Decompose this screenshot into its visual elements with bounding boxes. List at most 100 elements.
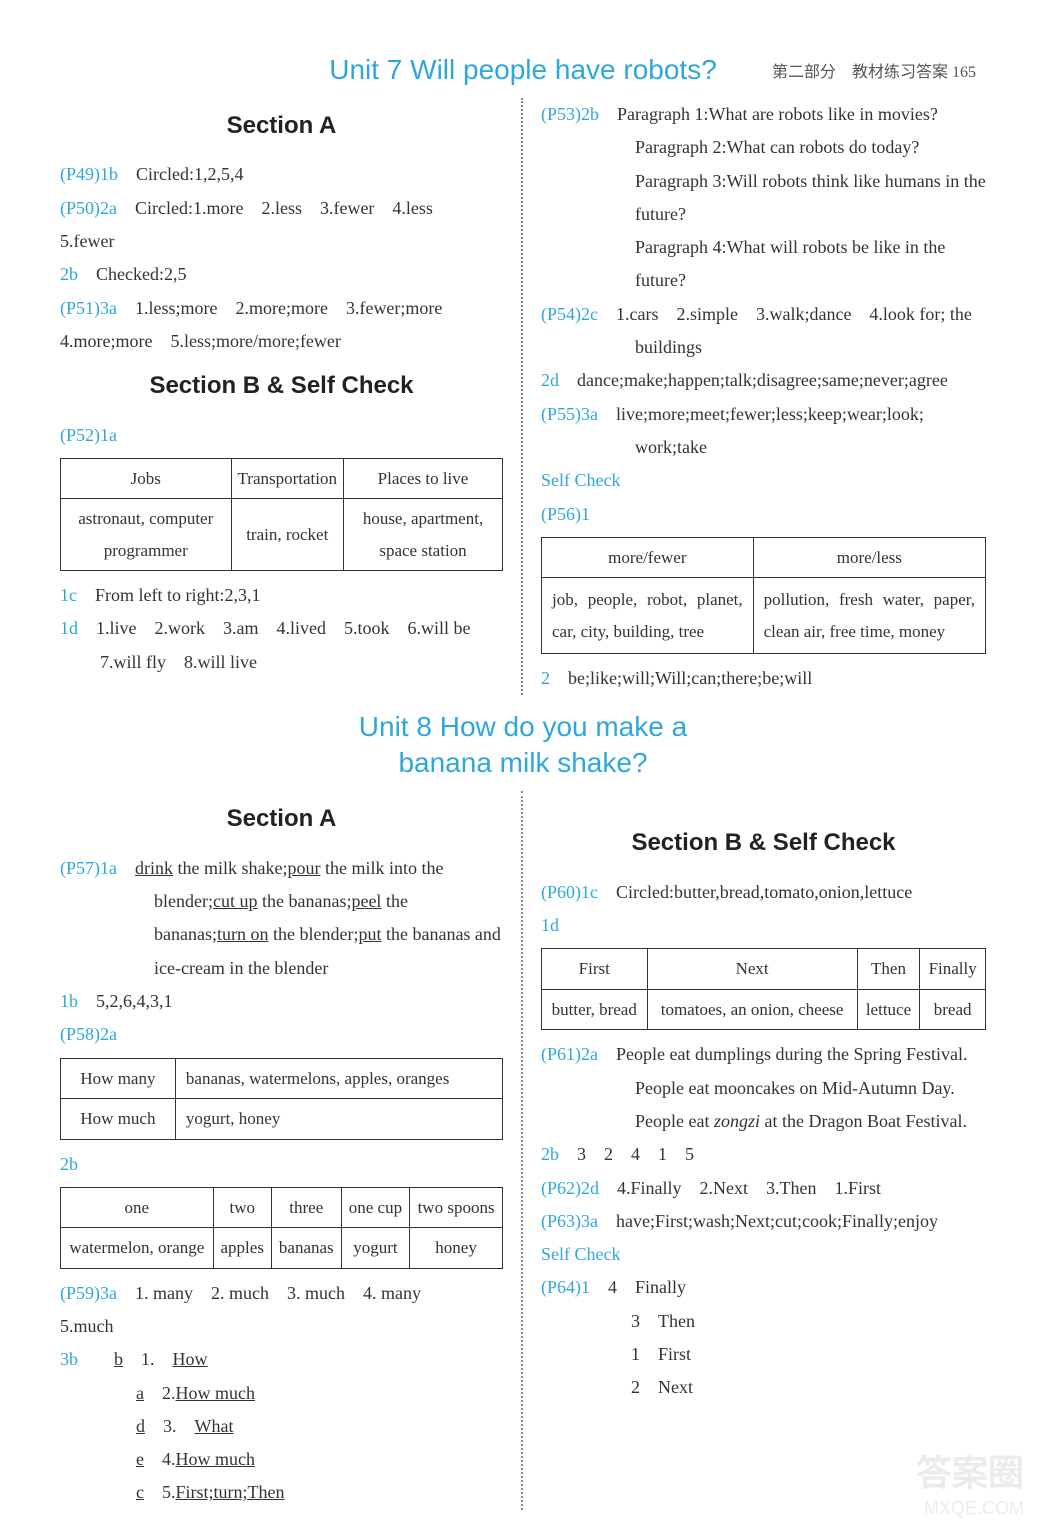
th: one — [61, 1187, 214, 1227]
lab: 1b — [60, 991, 78, 1011]
ref: (P61) — [541, 1044, 581, 1064]
u: How much — [176, 1383, 256, 1403]
lab: 2b — [581, 104, 599, 124]
u8b-l5: People eat zongzi at the Dragon Boat Fes… — [541, 1105, 986, 1138]
u8b-l10: 3 Then — [541, 1305, 986, 1338]
td: pollution, fresh water, paper, clean air… — [753, 578, 985, 654]
u: First;turn;Then — [176, 1482, 285, 1502]
ref: (P51) — [60, 298, 100, 318]
td: bread — [920, 989, 986, 1029]
body: 1.live 2.work 3.am 4.lived 5.took 6.will… — [78, 618, 470, 638]
lab: 3a — [100, 1283, 117, 1303]
body: Circled:1,2,5,4 — [118, 164, 243, 184]
u7r-l5: (P54)2c 1.cars 2.simple 3.walk;dance 4.l… — [541, 298, 986, 365]
unit8-title-l2: banana milk shake? — [50, 747, 996, 779]
ref: (P53) — [541, 104, 581, 124]
ref: (P57) — [60, 858, 100, 878]
th: one cup — [341, 1187, 409, 1227]
lab: 1a — [100, 425, 117, 445]
body: be;like;will;Will;can;there;be;will — [550, 668, 812, 688]
page-header: 第二部分 教材练习答案 165 — [772, 58, 976, 82]
th: Jobs — [61, 458, 232, 498]
td: train, rocket — [231, 499, 344, 571]
u8b-l12: 2 Next — [541, 1371, 986, 1404]
u7r-l7: (P55)3a live;more;meet;fewer;less;keep;w… — [541, 398, 986, 465]
u: put — [358, 924, 381, 944]
body: 1.cars 2.simple 3.walk;dance 4.look for;… — [598, 304, 972, 357]
u8b-l8: (P63)3a have;First;wash;Next;cut;cook;Fi… — [541, 1205, 986, 1238]
watermark-big: 答案圈 — [916, 1450, 1024, 1497]
lab: 1c — [60, 585, 77, 605]
lab: 2c — [581, 304, 598, 324]
ref: (P58) — [60, 1024, 100, 1044]
td: How much — [61, 1099, 176, 1139]
t: the bananas; — [257, 891, 351, 911]
u8a-l5: (P59)3a 1. many 2. much 3. much 4. many — [60, 1277, 503, 1310]
u8b-l3: (P61)2a People eat dumplings during the … — [541, 1038, 986, 1071]
t: People eat — [635, 1111, 714, 1131]
lab: 1c — [581, 882, 598, 902]
u8a-r2: a 2.How much — [60, 1377, 503, 1410]
u7r-l8: (P56)1 — [541, 498, 986, 531]
u8a-l2: 1b 5,2,6,4,3,1 — [60, 985, 503, 1018]
u: e — [136, 1449, 144, 1469]
th: two — [213, 1187, 271, 1227]
th: more/fewer — [542, 537, 754, 577]
unit7-right-col: (P53)2b Paragraph 1:What are robots like… — [523, 98, 996, 695]
lab: 3a — [581, 1211, 598, 1231]
lab: 2a — [581, 1044, 598, 1064]
lab: 1 — [581, 504, 590, 524]
unit8-sectionB-title: Section B & Self Check — [541, 821, 986, 865]
t: at the Dragon Boat Festival. — [760, 1111, 967, 1131]
u7r-l4: Paragraph 4:What will robots be like in … — [541, 231, 986, 298]
body: 1.less;more 2.more;more 3.fewer;more — [117, 298, 442, 318]
u8b-l11: 1 First — [541, 1338, 986, 1371]
body: From left to right:2,3,1 — [77, 585, 261, 605]
td: job, people, robot, planet, car, city, b… — [542, 578, 754, 654]
u: b — [114, 1349, 123, 1369]
t — [117, 858, 135, 878]
td: yogurt, honey — [175, 1099, 502, 1139]
u7r-l9: 2 be;like;will;Will;can;there;be;will — [541, 662, 986, 695]
u: pour — [287, 858, 320, 878]
u: How much — [176, 1449, 256, 1469]
td: apples — [213, 1228, 271, 1268]
body: 4.Finally 2.Next 3.Then 1.First — [599, 1178, 881, 1198]
body: dance;make;happen;talk;disagree;same;nev… — [559, 370, 948, 390]
u7b-l4: 7.will fly 8.will live — [60, 646, 503, 679]
td: lettuce — [857, 989, 920, 1029]
u7b-l2: 1c From left to right:2,3,1 — [60, 579, 503, 612]
td: astronaut, computer programmer — [61, 499, 232, 571]
u7a-l4: 2b Checked:2,5 — [60, 258, 503, 291]
u8a-r3: d 3. What — [60, 1410, 503, 1443]
unit7-sectionA-title: Section A — [60, 104, 503, 148]
body: 1. many 2. much 3. much 4. many — [117, 1283, 421, 1303]
body: 3 2 4 1 5 — [559, 1144, 694, 1164]
ref: (P60) — [541, 882, 581, 902]
ref: (P55) — [541, 404, 581, 424]
u8a-l4: 2b — [60, 1148, 503, 1181]
body: Circled:1.more 2.less 3.fewer 4.less — [117, 198, 433, 218]
u7a-l1: (P49)1b Circled:1,2,5,4 — [60, 158, 503, 191]
th: three — [271, 1187, 341, 1227]
ref: (P63) — [541, 1211, 581, 1231]
u8b-sc: Self Check — [541, 1238, 986, 1271]
u: cut up — [213, 891, 258, 911]
body: Checked:2,5 — [78, 264, 186, 284]
th: more/less — [753, 537, 985, 577]
lab: 3a — [100, 298, 117, 318]
u: turn on — [217, 924, 269, 944]
td: How many — [61, 1058, 176, 1098]
u: c — [136, 1482, 144, 1502]
u8-table3: How many bananas, watermelons, apples, o… — [60, 1058, 503, 1140]
unit7-left-col: Section A (P49)1b Circled:1,2,5,4 (P50)2… — [50, 98, 523, 695]
u: How — [173, 1349, 208, 1369]
unit8-columns: Section A (P57)1a drink the milk shake;p… — [50, 791, 996, 1509]
unit8-right-col: Section B & Self Check (P60)1c Circled:b… — [523, 791, 996, 1509]
unit7-sectionB-title: Section B & Self Check — [60, 364, 503, 408]
unit8-sectionA-title: Section A — [60, 797, 503, 841]
lab: 2b — [60, 264, 78, 284]
u8-table4: one two three one cup two spoons waterme… — [60, 1187, 503, 1269]
th: Finally — [920, 949, 986, 989]
u7r-sc: Self Check — [541, 464, 986, 497]
